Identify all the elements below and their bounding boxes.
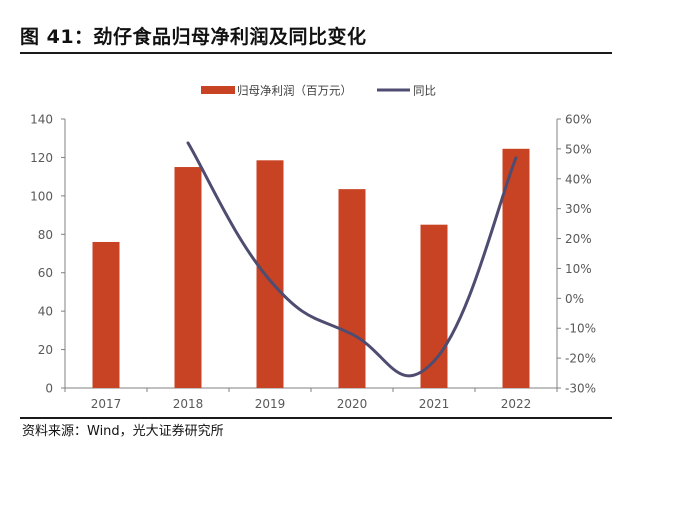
left-tick-label: 80 xyxy=(38,228,53,242)
right-tick-label: 30% xyxy=(565,202,592,216)
bar-2017 xyxy=(92,241,120,388)
bar-2018 xyxy=(174,167,202,388)
chart-legend: 归母净利润（百万元） 同比 xyxy=(201,84,436,98)
source-rule xyxy=(20,417,612,419)
x-tick-label: 2019 xyxy=(255,397,286,411)
right-tick-label: -30% xyxy=(565,382,596,396)
chart-bars xyxy=(92,148,530,388)
x-tick-label: 2021 xyxy=(419,397,450,411)
right-tick-label: -20% xyxy=(565,352,596,366)
right-tick-label: 60% xyxy=(565,113,592,127)
chart-line xyxy=(186,141,518,378)
left-tick-label: 0 xyxy=(45,382,53,396)
left-tick-label: 60 xyxy=(38,266,53,280)
right-tick-label: 40% xyxy=(565,172,592,186)
bar-2022 xyxy=(502,148,530,388)
figure-title: 图 41：劲仔食品归母净利润及同比变化 xyxy=(20,26,367,48)
bar-2020 xyxy=(338,189,366,388)
right-tick-label: 10% xyxy=(565,262,592,276)
right-tick-label: -10% xyxy=(565,322,596,336)
x-tick-label: 2018 xyxy=(173,397,204,411)
legend-bar-label: 归母净利润（百万元） xyxy=(237,84,352,98)
right-tick-label: 0% xyxy=(565,292,584,306)
legend-bar-swatch xyxy=(201,86,235,94)
right-tick-label: 50% xyxy=(565,142,592,156)
left-tick-label: 20 xyxy=(38,343,53,357)
bar-2021 xyxy=(420,224,448,388)
left-tick-label: 40 xyxy=(38,305,53,319)
title-rule xyxy=(20,52,612,54)
yoy-line xyxy=(186,141,518,378)
left-tick-label: 120 xyxy=(30,151,53,165)
legend-line-label: 同比 xyxy=(413,84,436,98)
left-tick-label: 140 xyxy=(30,113,53,127)
x-tick-label: 2020 xyxy=(337,397,368,411)
source-note: 资料来源：Wind，光大证券研究所 xyxy=(22,424,224,439)
x-tick-label: 2017 xyxy=(91,397,122,411)
right-tick-label: 20% xyxy=(565,232,592,246)
x-tick-label: 2022 xyxy=(501,397,532,411)
bar-2019 xyxy=(256,160,284,388)
chart-axes: 0 20 40 60 80 100 120 140 -30% -20% -10% 0% 10% 20% 30… xyxy=(30,113,596,412)
left-tick-label: 100 xyxy=(30,189,53,203)
